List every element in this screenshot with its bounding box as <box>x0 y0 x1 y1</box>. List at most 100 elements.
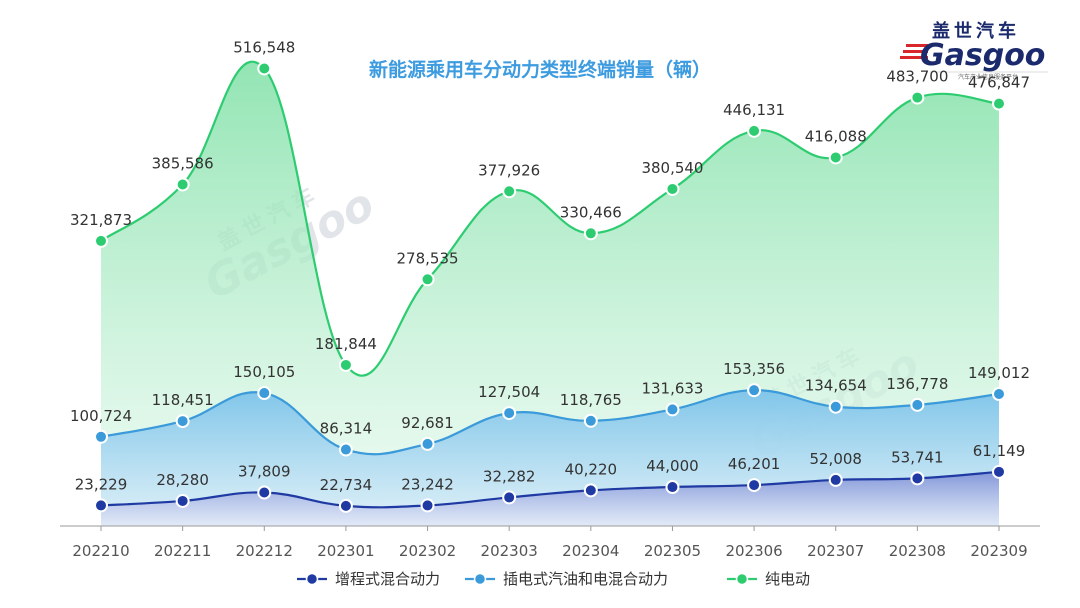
point-phev[interactable] <box>175 414 190 429</box>
x-axis-ticks: 202210 202211 202212 202301 202302 202303 2023… <box>72 526 1028 560</box>
line-range-extender <box>100 470 1000 509</box>
legend-label: 纯电动 <box>765 570 810 588</box>
label-phev: 153,356 <box>723 360 785 378</box>
label-bev: 416,088 <box>805 127 867 145</box>
x-tick-label: 202306 <box>725 542 782 560</box>
point-bev[interactable] <box>502 184 517 199</box>
point-bev[interactable] <box>420 272 435 287</box>
label-range-extender: 46,201 <box>728 455 781 473</box>
x-tick-label: 202210 <box>72 542 129 560</box>
point-bev[interactable] <box>747 123 762 138</box>
label-bev: 330,466 <box>560 203 622 221</box>
legend-marker-icon <box>473 572 487 586</box>
logo-brand-en: Gasgoo <box>920 38 1045 73</box>
label-range-extender: 40,220 <box>565 460 618 478</box>
point-range-extender[interactable] <box>910 471 925 486</box>
label-bev: 476,847 <box>968 74 1030 92</box>
line-phev <box>100 389 1000 456</box>
point-bev[interactable] <box>338 357 353 372</box>
label-range-extender: 37,809 <box>238 463 291 481</box>
label-phev: 100,724 <box>70 407 132 425</box>
point-range-extender[interactable] <box>583 483 598 498</box>
data-labels: 23,229 28,280 37,809 22,734 23,242 32,282 40,2… <box>70 38 1030 493</box>
gasgoo-logo: 盖世汽车 Gasgoo 汽车产业信息服务平台 <box>900 20 1048 81</box>
x-tick-label: 202301 <box>317 542 374 560</box>
point-phev[interactable] <box>992 387 1006 402</box>
label-range-extender: 23,242 <box>401 475 454 493</box>
point-range-extender[interactable] <box>175 493 190 508</box>
point-bev[interactable] <box>665 181 680 196</box>
label-phev: 92,681 <box>401 414 454 432</box>
x-tick-label: 202302 <box>399 542 456 560</box>
point-phev[interactable] <box>910 397 925 412</box>
label-range-extender: 53,741 <box>891 448 944 466</box>
x-tick-label: 202309 <box>970 542 1027 560</box>
area-range-extender <box>101 471 999 526</box>
label-bev: 321,873 <box>70 211 132 229</box>
x-tick-label: 202211 <box>154 542 211 560</box>
logo-stripes-icon <box>900 44 928 59</box>
label-phev: 131,633 <box>641 379 703 397</box>
label-phev: 118,451 <box>152 391 214 409</box>
point-range-extender[interactable] <box>338 498 353 513</box>
legend-item-range-extender[interactable]: 增程式混合动力 <box>297 570 440 588</box>
logo-tagline: 汽车产业信息服务平台 <box>958 73 1018 81</box>
point-phev[interactable] <box>828 399 843 414</box>
point-range-extender[interactable] <box>747 478 762 493</box>
point-bev[interactable] <box>175 177 190 192</box>
point-range-extender[interactable] <box>665 480 680 495</box>
point-range-extender[interactable] <box>828 472 843 487</box>
point-phev[interactable] <box>665 402 680 417</box>
series-points <box>94 61 1006 513</box>
point-phev[interactable] <box>94 429 108 444</box>
point-phev[interactable] <box>583 413 598 428</box>
point-bev[interactable] <box>992 96 1006 111</box>
x-tick-label: 202212 <box>236 542 293 560</box>
label-bev: 181,844 <box>315 335 377 353</box>
logo-brand-cn: 盖世汽车 <box>932 20 1020 42</box>
label-range-extender: 28,280 <box>156 471 209 489</box>
point-bev[interactable] <box>828 150 843 165</box>
legend-item-bev[interactable]: 纯电动 <box>727 570 810 588</box>
legend-item-phev[interactable]: 插电式汽油和电混合动力 <box>465 570 668 588</box>
label-phev: 149,012 <box>968 364 1030 382</box>
series-areas <box>101 61 999 526</box>
point-range-extender[interactable] <box>94 498 108 513</box>
x-tick-label: 202308 <box>889 542 946 560</box>
point-phev[interactable] <box>257 386 272 401</box>
point-phev[interactable] <box>420 436 435 451</box>
label-phev: 150,105 <box>233 363 295 381</box>
label-phev: 136,778 <box>886 375 948 393</box>
legend-label: 增程式混合动力 <box>335 570 440 588</box>
label-bev: 377,926 <box>478 161 540 179</box>
chart-title: 新能源乘用车分动力类型终端销量（辆） <box>369 58 711 81</box>
point-bev[interactable] <box>257 61 272 76</box>
point-bev[interactable] <box>583 226 598 241</box>
legend-label: 插电式汽油和电混合动力 <box>503 570 668 588</box>
point-bev[interactable] <box>94 233 108 248</box>
label-bev: 380,540 <box>641 159 703 177</box>
label-phev: 134,654 <box>805 377 867 395</box>
point-range-extender[interactable] <box>420 498 435 513</box>
x-tick-label: 202304 <box>562 542 619 560</box>
label-range-extender: 44,000 <box>646 457 699 475</box>
label-range-extender: 32,282 <box>483 467 536 485</box>
label-phev: 86,314 <box>320 420 373 438</box>
point-bev[interactable] <box>910 90 925 105</box>
point-phev[interactable] <box>338 442 353 457</box>
label-phev: 118,765 <box>560 391 622 409</box>
label-range-extender: 52,008 <box>809 450 862 468</box>
point-range-extender[interactable] <box>992 464 1006 479</box>
label-range-extender: 22,734 <box>320 476 373 494</box>
point-phev[interactable] <box>747 383 762 398</box>
label-range-extender: 23,229 <box>75 475 128 493</box>
label-bev: 385,586 <box>152 154 214 172</box>
label-range-extender: 61,149 <box>973 442 1026 460</box>
point-range-extender[interactable] <box>502 490 517 505</box>
point-phev[interactable] <box>502 406 517 421</box>
x-tick-label: 202305 <box>644 542 701 560</box>
label-phev: 127,504 <box>478 383 540 401</box>
point-range-extender[interactable] <box>257 485 272 500</box>
